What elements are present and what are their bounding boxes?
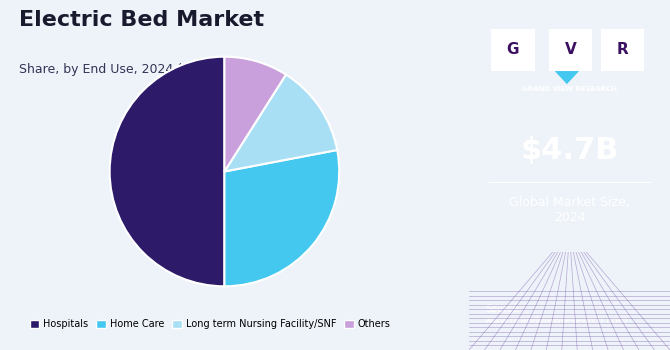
Text: Electric Bed Market: Electric Bed Market	[19, 10, 264, 30]
FancyBboxPatch shape	[549, 29, 592, 71]
Text: V: V	[565, 42, 576, 57]
Wedge shape	[224, 57, 286, 172]
Polygon shape	[555, 71, 579, 84]
Text: Share, by End Use, 2024 (%): Share, by End Use, 2024 (%)	[19, 63, 199, 76]
Text: Source:
www.grandviewresearch.com: Source: www.grandviewresearch.com	[485, 304, 628, 326]
Text: G: G	[507, 42, 519, 57]
Text: GRAND VIEW RESEARCH: GRAND VIEW RESEARCH	[522, 86, 617, 92]
Wedge shape	[224, 150, 339, 286]
Legend: Hospitals, Home Care, Long term Nursing Facility/SNF, Others: Hospitals, Home Care, Long term Nursing …	[26, 315, 395, 333]
FancyBboxPatch shape	[601, 29, 645, 71]
Wedge shape	[224, 75, 337, 172]
Text: R: R	[617, 42, 628, 57]
Text: Global Market Size,
2024: Global Market Size, 2024	[509, 196, 630, 224]
Text: $4.7B: $4.7B	[521, 136, 618, 165]
Wedge shape	[110, 57, 224, 286]
FancyBboxPatch shape	[491, 29, 535, 71]
